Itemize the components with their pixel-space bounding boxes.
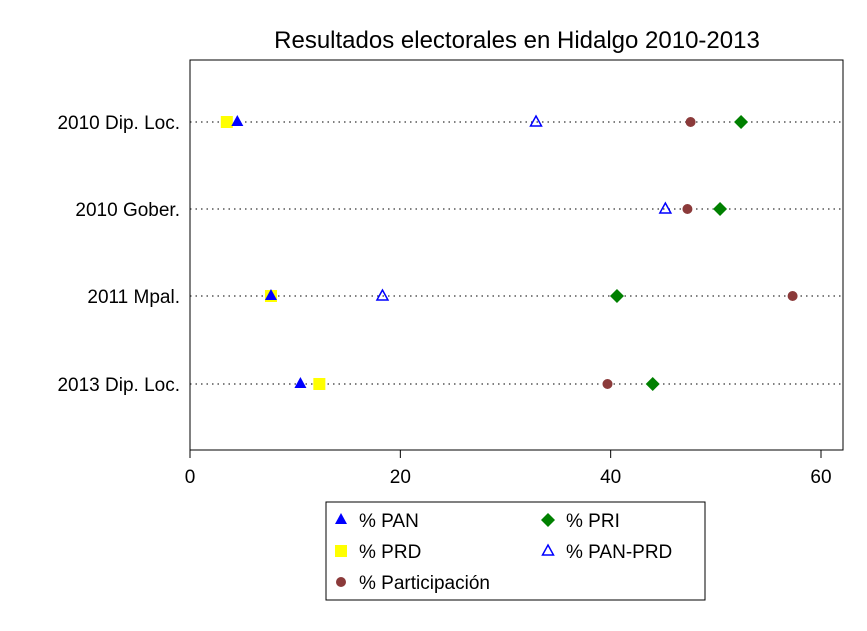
x-tick-label: 20	[390, 467, 411, 488]
y-tick-label: 2010 Dip. Loc.	[57, 113, 180, 134]
data-point-participaci-n	[682, 204, 693, 214]
legend-label: % PAN	[359, 511, 419, 532]
chart-title: Resultados electorales en Hidalgo 2010-2…	[274, 27, 760, 54]
x-tick-label: 0	[185, 467, 196, 488]
data-point-pan-prd	[658, 201, 673, 214]
data-point-pri	[609, 289, 624, 303]
legend-label: % PRI	[566, 511, 620, 532]
legend-box	[325, 501, 706, 601]
data-point-pan-prd	[529, 114, 543, 127]
data-point-pri	[645, 377, 660, 391]
legend-marker	[335, 513, 347, 524]
data-point-participaci-n	[787, 291, 798, 301]
data-point-pan	[264, 289, 277, 300]
legend-marker	[335, 545, 347, 557]
data-point-prd	[313, 378, 326, 390]
x-tick-label: 60	[810, 467, 831, 488]
data-point-pan	[294, 377, 307, 388]
y-tick-label: 2010 Gober.	[75, 200, 180, 221]
legend-label: % Participación	[359, 573, 490, 594]
legend-label: % PRD	[359, 542, 421, 563]
legend-marker	[541, 513, 555, 527]
data-point-participaci-n	[602, 379, 613, 389]
data-point-prd	[220, 116, 233, 128]
x-tick-label: 40	[600, 467, 621, 488]
legend-marker	[541, 543, 555, 556]
legend-label: % PAN-PRD	[566, 542, 672, 563]
legend-marker	[336, 577, 346, 587]
y-tick-label: 2011 Mpal.	[87, 287, 180, 308]
data-point-pan-prd	[375, 288, 390, 301]
data-point-pri	[734, 115, 749, 129]
data-point-pan	[231, 115, 244, 126]
data-point-pri	[713, 202, 728, 216]
y-tick-label: 2013 Dip. Loc.	[57, 375, 180, 396]
data-point-participaci-n	[685, 117, 696, 127]
plot-area	[189, 59, 844, 451]
